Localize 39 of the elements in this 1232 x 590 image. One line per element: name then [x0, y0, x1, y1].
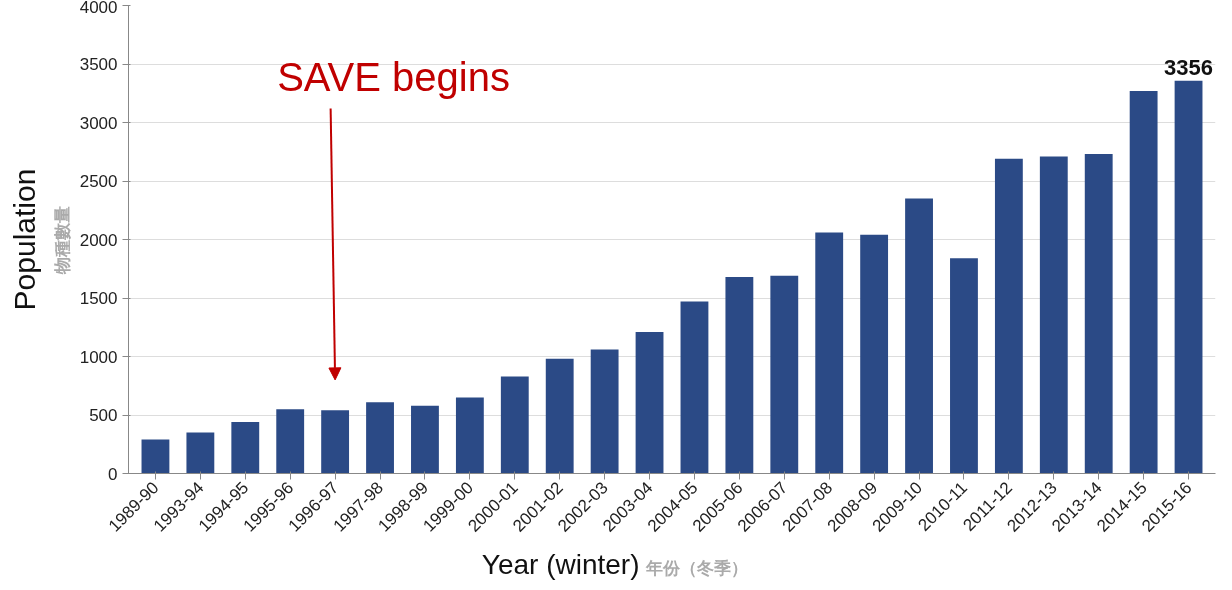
bar: [590, 349, 619, 474]
text: 物種數量: [52, 205, 72, 275]
y-tick-label: 3500: [79, 55, 118, 74]
bar: [411, 405, 439, 474]
y-tick-label: 4000: [79, 0, 118, 17]
bar: [1174, 80, 1203, 474]
y-tick-label: 1000: [79, 347, 118, 367]
annotation: SAVE begins: [277, 55, 510, 100]
bar: [1039, 156, 1068, 474]
bar: [905, 198, 933, 474]
bar: [770, 275, 799, 474]
y-tick-label: 2500: [79, 172, 118, 191]
bar: [366, 402, 394, 474]
bar: [994, 158, 1023, 474]
bar: [1129, 90, 1158, 474]
bar: [725, 276, 754, 474]
bar: [231, 422, 260, 474]
bar: [635, 331, 664, 474]
bar: [860, 234, 889, 474]
bar: [141, 439, 170, 474]
bar: [500, 376, 529, 474]
bar: [1084, 154, 1113, 474]
bar: [186, 432, 215, 474]
x-axis-title: Year (winter): [481, 549, 640, 580]
bar: [455, 397, 484, 474]
y-tick-label: 1500: [79, 289, 118, 308]
y-axis-title: Population: [7, 168, 41, 311]
bar: [545, 358, 574, 474]
bar: [950, 258, 978, 474]
data-label: 3356: [1164, 54, 1214, 80]
bar: [680, 301, 709, 474]
y-tick-label: 0: [108, 464, 118, 484]
bar: [276, 409, 305, 474]
bar: [321, 410, 350, 474]
y-tick-label: 500: [89, 406, 118, 425]
text: 年份（冬季）: [646, 559, 749, 578]
y-tick-label: 3000: [79, 113, 118, 133]
y-tick-label: 2000: [79, 230, 118, 250]
bar: [815, 232, 844, 474]
